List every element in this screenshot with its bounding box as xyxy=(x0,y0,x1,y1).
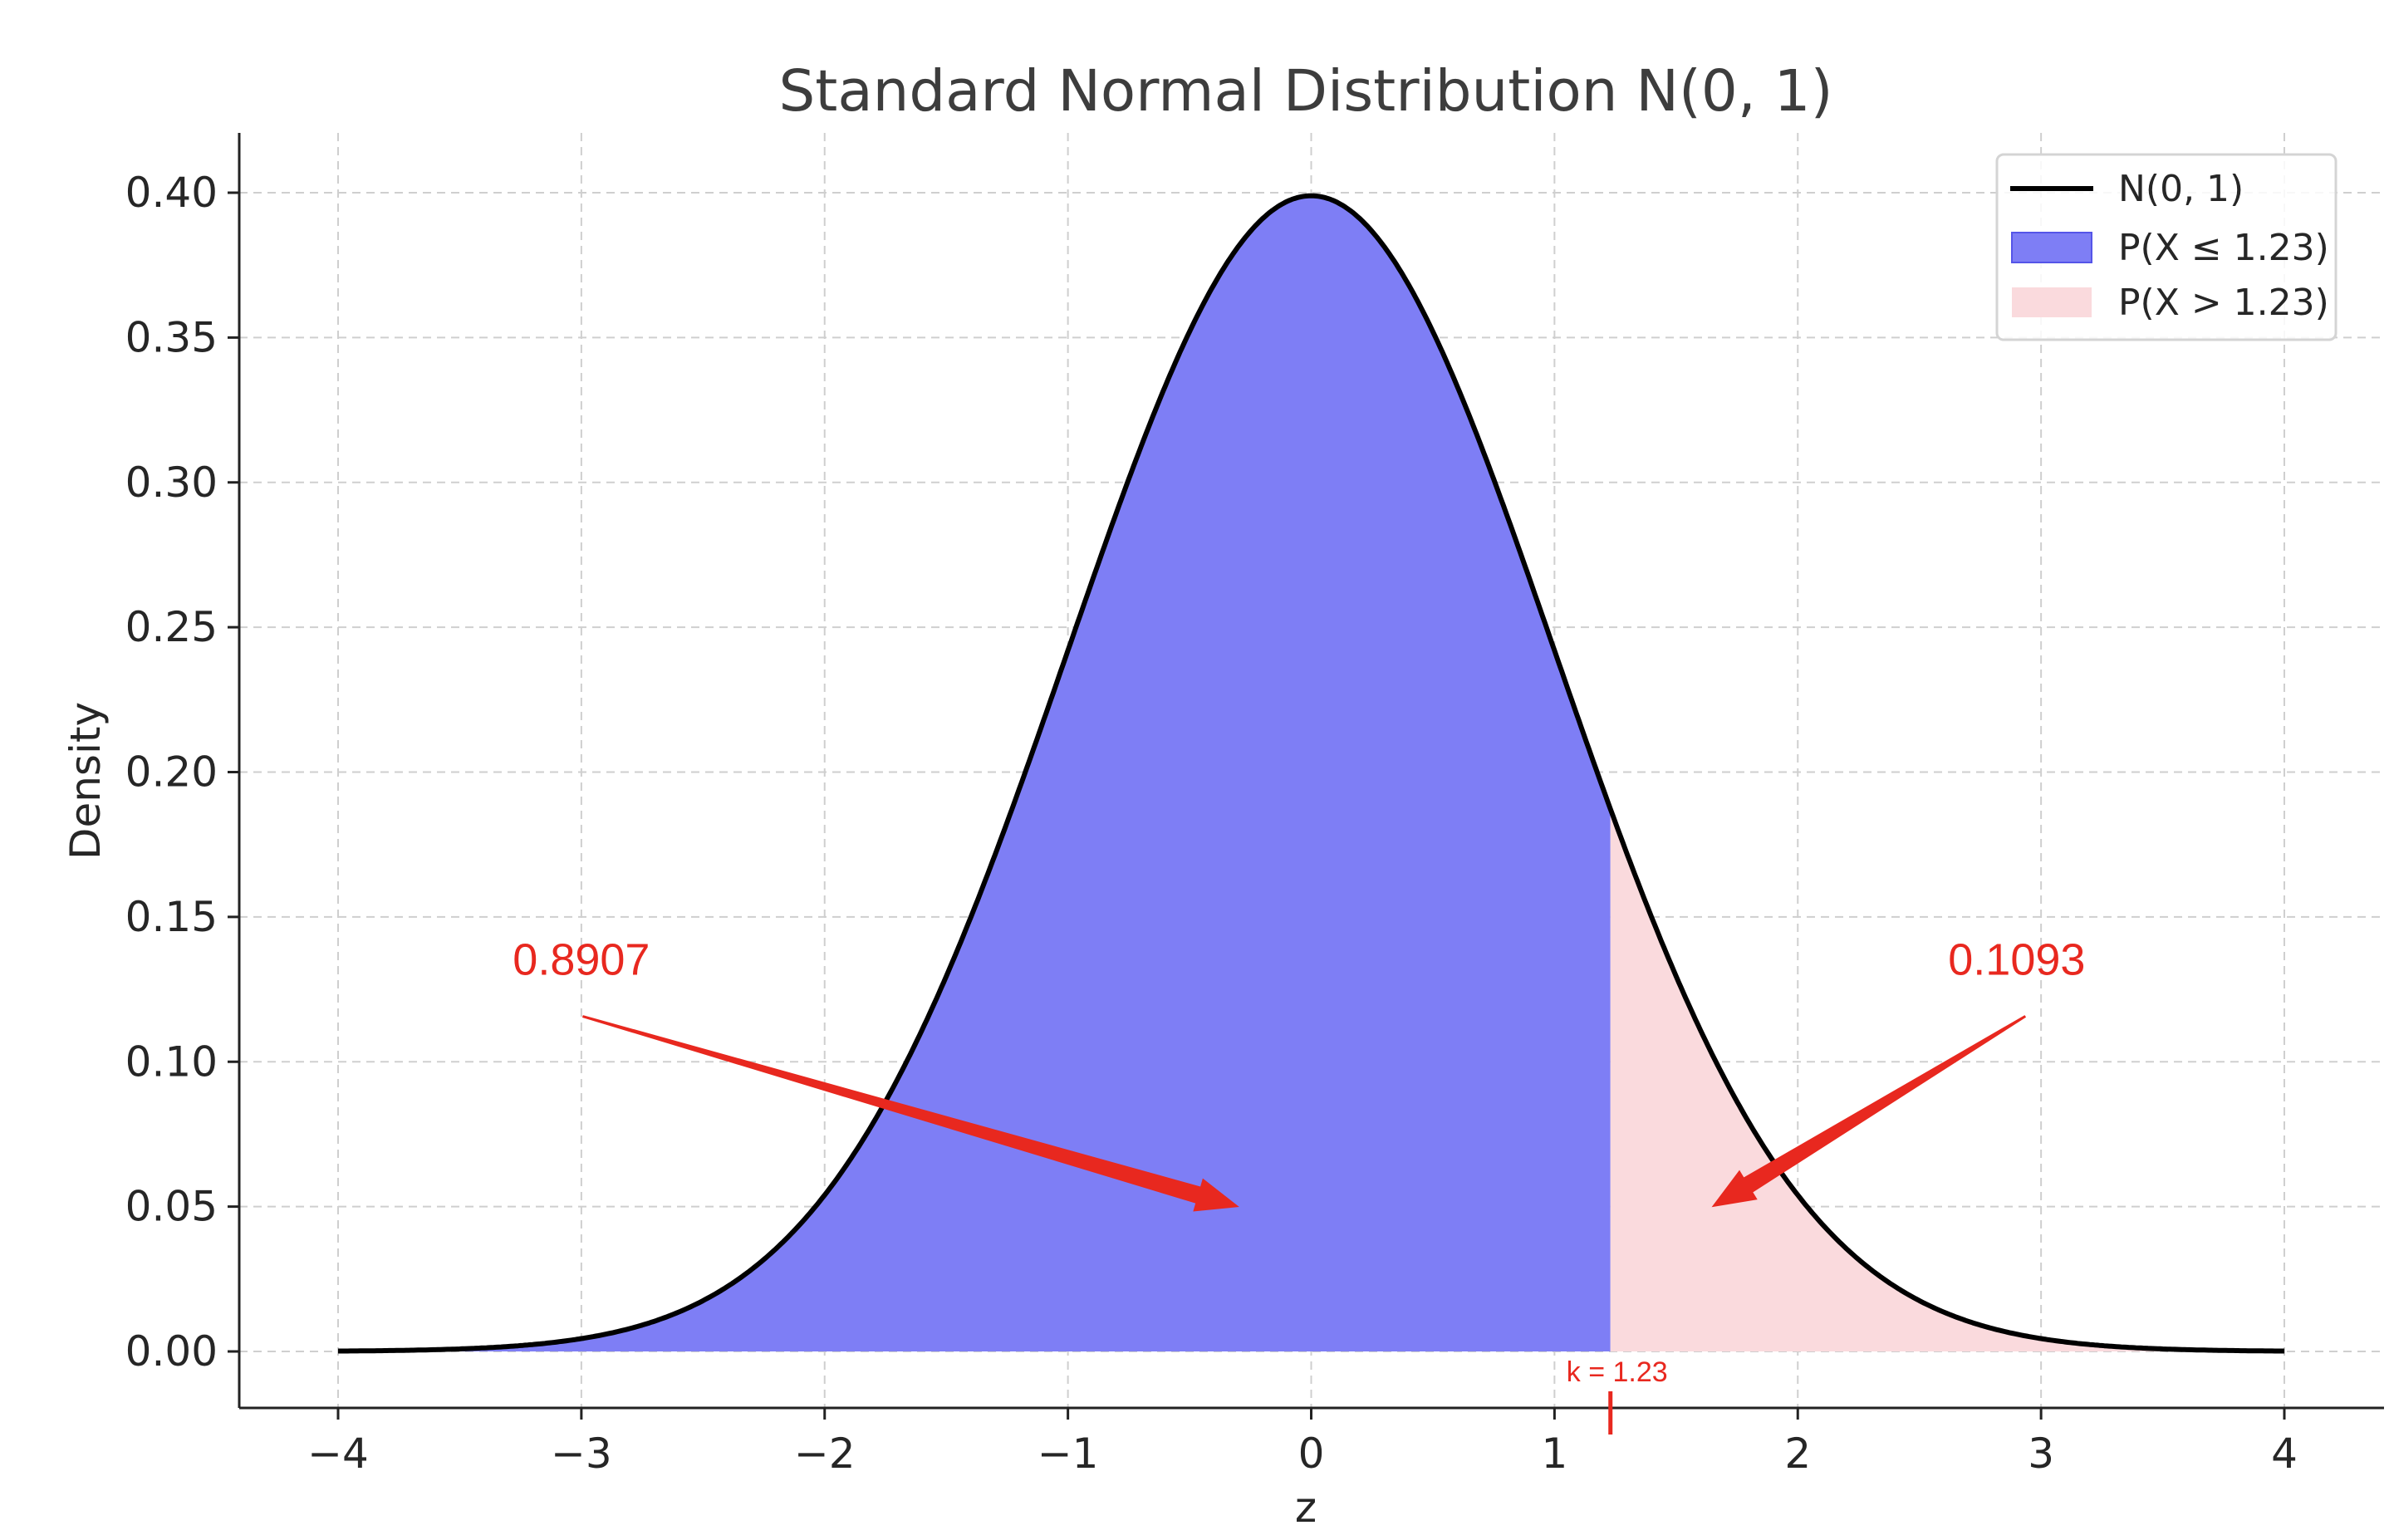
k-marker: k = 1.23 xyxy=(1567,1356,1668,1435)
y-tick-label: 0.05 xyxy=(125,1183,218,1231)
grid xyxy=(239,133,2384,1408)
x-tick-label: 1 xyxy=(1541,1430,1567,1478)
legend-swatch-left-area xyxy=(2011,232,2092,263)
x-tick-label: 4 xyxy=(2271,1430,2298,1478)
x-tick-label: −2 xyxy=(794,1430,856,1478)
legend-label-right-area: P(X > 1.23) xyxy=(2118,282,2329,324)
x-tick-label: 3 xyxy=(2028,1430,2054,1478)
annotation-right: 0.1093 xyxy=(1711,935,2085,1208)
y-tick-label: 0.40 xyxy=(125,169,218,217)
area-left-of-k xyxy=(338,195,1611,1352)
annotation-value: 0.8907 xyxy=(513,935,650,985)
probability-areas xyxy=(338,195,2284,1352)
x-tick-label: −1 xyxy=(1038,1430,1099,1478)
y-tick-label: 0.25 xyxy=(125,603,218,651)
chart-title: Standard Normal Distribution N(0, 1) xyxy=(778,58,1832,125)
y-tick-label: 0.00 xyxy=(125,1327,218,1376)
x-axis-title: z xyxy=(1295,1484,1317,1532)
legend-label-left-area: P(X ≤ 1.23) xyxy=(2118,227,2329,269)
axes xyxy=(228,133,2384,1420)
x-tick-label: −3 xyxy=(551,1430,612,1478)
y-tick-label: 0.20 xyxy=(125,748,218,797)
legend: N(0, 1) P(X ≤ 1.23) P(X > 1.23) xyxy=(1995,153,2337,341)
y-axis-title: Density xyxy=(61,702,110,860)
x-tick-label: −4 xyxy=(307,1430,369,1478)
tick-labels: −4 −3 −2 −1 0 1 2 3 4 0.00 0.05 0.10 0.15 0.20 0.25 0.3… xyxy=(125,169,2298,1478)
legend-swatch-right-area xyxy=(2012,287,2092,317)
y-tick-label: 0.35 xyxy=(125,313,218,361)
y-tick-label: 0.15 xyxy=(125,893,218,941)
k-label: k = 1.23 xyxy=(1567,1356,1668,1388)
density-curve xyxy=(337,193,2285,1354)
annotation-left: 0.8907 xyxy=(513,935,1239,1212)
x-tick-label: 2 xyxy=(1784,1430,1811,1478)
annotation-arrow xyxy=(581,1015,1239,1212)
annotation-value: 0.1093 xyxy=(1948,935,2085,985)
y-tick-label: 0.10 xyxy=(125,1037,218,1086)
area-right-of-k xyxy=(1610,809,2284,1351)
y-tick-label: 0.30 xyxy=(125,459,218,507)
annotations: 0.8907 0.1093 xyxy=(513,935,2085,1212)
annotation-arrow xyxy=(1711,1015,2027,1208)
legend-label-curve: N(0, 1) xyxy=(2118,168,2244,210)
x-tick-label: 0 xyxy=(1298,1430,1325,1478)
